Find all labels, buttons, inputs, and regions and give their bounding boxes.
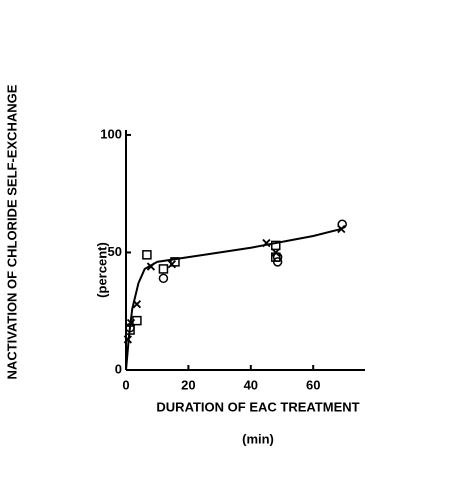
circle-point xyxy=(272,257,283,267)
x-axis-label: DURATION OF EAC TREATMENT xyxy=(156,399,359,414)
cross-point xyxy=(271,248,280,257)
x-tick-label: 0 xyxy=(122,377,129,392)
x-tick-label: 60 xyxy=(306,377,320,392)
square-point xyxy=(142,250,152,260)
y-tick-label: 0 xyxy=(115,361,122,376)
y-tick-label: 50 xyxy=(108,244,122,259)
circle-point xyxy=(272,252,283,262)
y-axis-label: NACTIVATION OF CHLORIDE SELF-EXCHANGE xyxy=(4,84,19,379)
x-axis-unit: (min) xyxy=(242,431,274,446)
square-point xyxy=(158,264,169,274)
square-point xyxy=(271,240,281,251)
y-tick-label: 100 xyxy=(100,126,122,141)
circle-point xyxy=(337,219,347,230)
square-point xyxy=(170,257,180,267)
circle-point xyxy=(158,273,169,284)
y-axis-unit: (percent) xyxy=(94,242,109,298)
x-tick-label: 40 xyxy=(244,377,258,392)
x-tick-label: 20 xyxy=(181,377,195,392)
cross-point xyxy=(167,260,177,269)
fit-curve xyxy=(125,227,342,371)
